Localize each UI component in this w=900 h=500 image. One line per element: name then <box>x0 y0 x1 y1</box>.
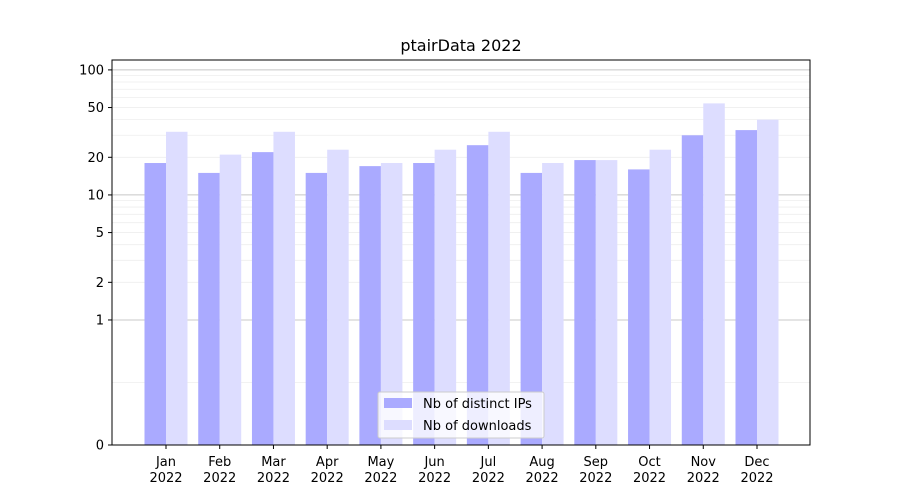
bar-ips <box>628 169 650 445</box>
bar-downloads <box>488 131 510 445</box>
bar-downloads <box>649 149 672 446</box>
axes: 0125102050100Jan2022Feb2022Mar2022Apr202… <box>79 59 811 486</box>
y-tick-label: 0 <box>96 439 104 454</box>
x-tick-label-month: Dec <box>744 455 769 470</box>
bar-ips <box>198 172 220 445</box>
x-tick-label-month: Aug <box>529 455 554 470</box>
x-tick-label-month: Jun <box>423 455 444 470</box>
bar-ips <box>574 160 596 445</box>
bar-ips <box>251 152 274 445</box>
y-tick-label: 1 <box>96 313 104 328</box>
x-tick-label-month: Apr <box>316 455 339 470</box>
y-tick-label: 2 <box>96 276 104 291</box>
x-tick-label-year: 2022 <box>526 471 559 486</box>
x-tick-label-year: 2022 <box>203 471 236 486</box>
x-tick-label-month: Feb <box>208 455 231 470</box>
bar-ips <box>144 163 166 445</box>
bar-downloads <box>219 154 242 446</box>
legend-swatch-downloads <box>384 420 412 430</box>
x-tick-label-year: 2022 <box>687 471 720 486</box>
x-tick-label-month: Sep <box>584 455 609 470</box>
bar-downloads <box>595 160 618 445</box>
bar-downloads <box>703 103 725 446</box>
bar-ips <box>681 135 704 445</box>
bar-downloads <box>273 131 295 445</box>
x-tick-label-year: 2022 <box>257 471 290 486</box>
x-tick-label-year: 2022 <box>149 471 182 486</box>
bar-downloads <box>166 131 188 445</box>
x-tick-label-month: Mar <box>261 455 286 470</box>
bar-ips <box>466 145 489 445</box>
bar-ips <box>413 163 435 445</box>
x-tick-label-month: Nov <box>691 455 717 470</box>
bar-downloads <box>327 149 349 446</box>
legend-label-downloads: Nb of downloads <box>423 419 532 434</box>
x-tick-label-month: Jan <box>155 455 176 470</box>
x-tick-label-month: May <box>367 455 394 470</box>
bar-downloads <box>542 163 564 445</box>
y-tick-label: 5 <box>96 226 104 241</box>
x-tick-label-month: Jul <box>480 455 497 470</box>
bar-downloads <box>757 119 779 446</box>
bars <box>144 103 779 446</box>
plot-frame <box>111 59 811 446</box>
bar-ips <box>305 172 328 445</box>
x-tick-label-year: 2022 <box>579 471 612 486</box>
y-tick-label: 50 <box>87 101 104 116</box>
legend: Nb of distinct IPs Nb of downloads <box>377 391 545 439</box>
bar-ips <box>520 172 543 445</box>
bar-ips <box>359 166 381 445</box>
bar-ips <box>735 130 757 445</box>
y-tick-label: 10 <box>87 188 104 203</box>
x-tick-label-year: 2022 <box>472 471 505 486</box>
x-tick-label-year: 2022 <box>740 471 773 486</box>
bar-downloads <box>434 149 457 446</box>
chart-title: ptairData 2022 <box>400 36 521 55</box>
y-tick-label: 20 <box>87 151 104 166</box>
y-tick-label: 100 <box>79 63 104 78</box>
x-tick-label-year: 2022 <box>364 471 397 486</box>
x-tick-label-year: 2022 <box>633 471 666 486</box>
legend-swatch-ips <box>384 398 412 408</box>
legend-label-ips: Nb of distinct IPs <box>423 397 532 412</box>
legend-frame <box>377 391 545 439</box>
bar-downloads <box>380 163 403 445</box>
x-tick-label-year: 2022 <box>418 471 451 486</box>
x-tick-label-year: 2022 <box>311 471 344 486</box>
x-tick-label-month: Oct <box>638 455 660 470</box>
